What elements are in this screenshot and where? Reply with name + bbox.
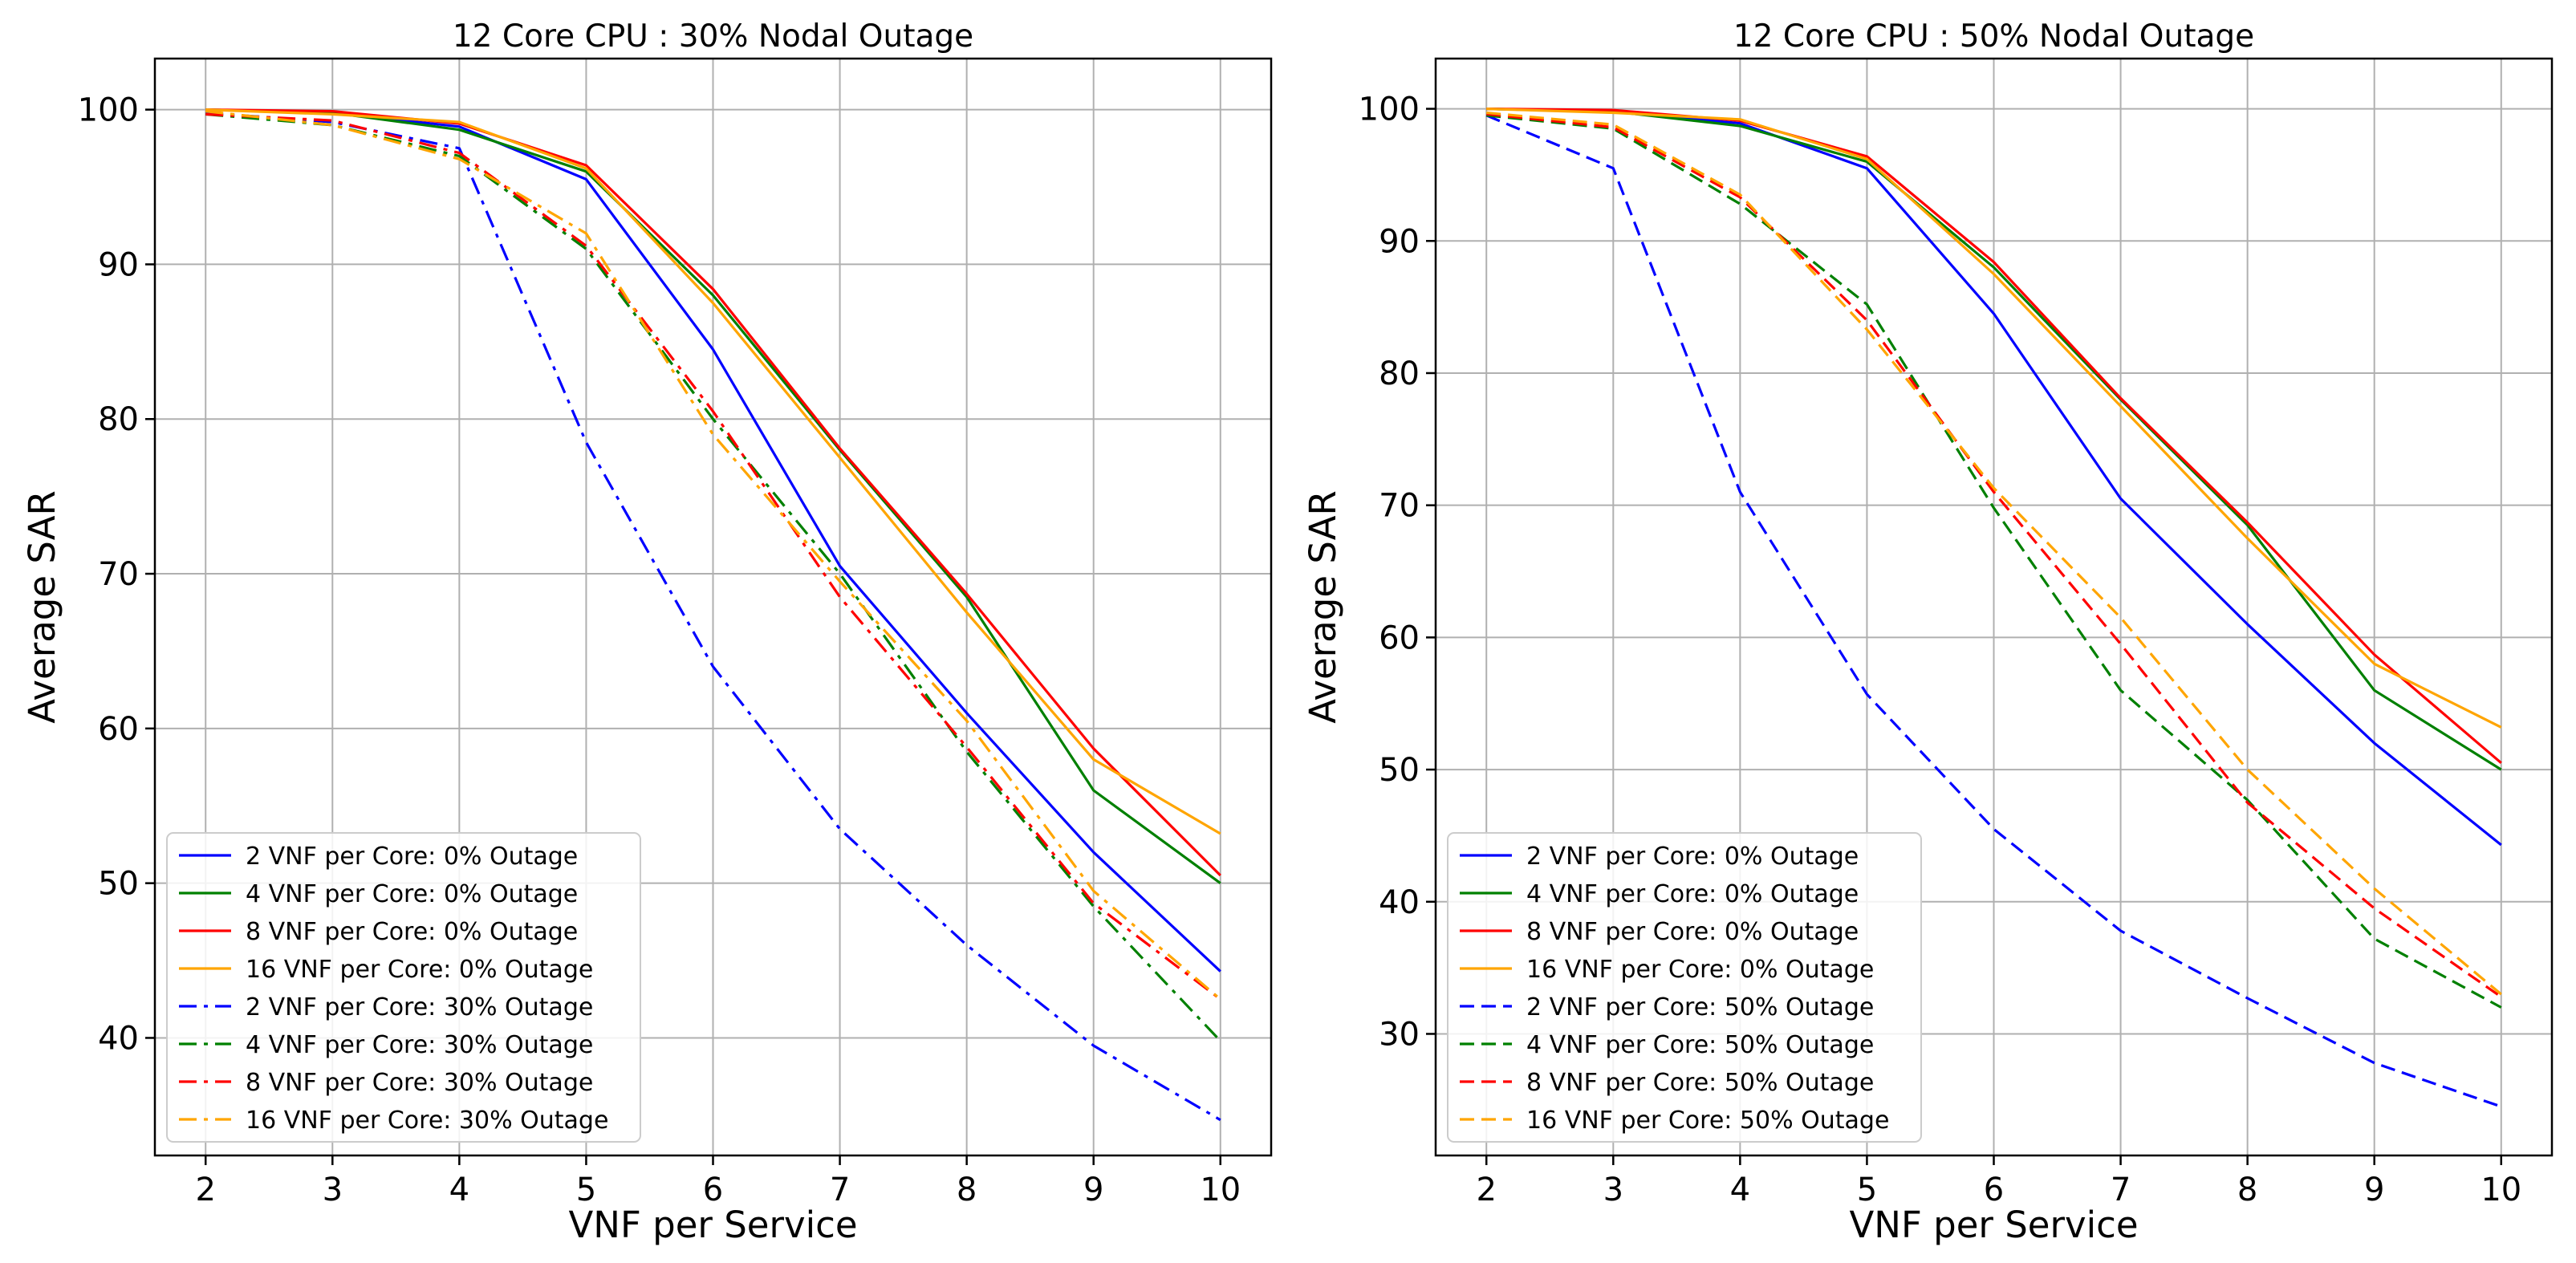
legend-label: 4 VNF per Core: 0% Outage <box>1526 880 1859 908</box>
legend-label: 4 VNF per Core: 30% Outage <box>246 1031 593 1059</box>
x-tick-label: 5 <box>1857 1172 1877 1208</box>
y-tick-label: 70 <box>98 556 139 593</box>
y-tick-label: 40 <box>1379 884 1420 921</box>
legend-item: 2 VNF per Core: 30% Outage <box>179 993 593 1021</box>
legend-label: 16 VNF per Core: 30% Outage <box>246 1107 608 1135</box>
x-tick-label: 6 <box>703 1172 723 1208</box>
legend-label: 2 VNF per Core: 30% Outage <box>246 993 593 1021</box>
x-tick-label: 9 <box>1083 1172 1103 1208</box>
chart-title: 12 Core CPU : 30% Nodal Outage <box>453 18 973 55</box>
legend-label: 16 VNF per Core: 0% Outage <box>246 956 593 984</box>
legend-label: 2 VNF per Core: 0% Outage <box>246 843 578 871</box>
series-line <box>205 112 1221 1001</box>
legend-item: 2 VNF per Core: 0% Outage <box>179 843 578 871</box>
legend: 2 VNF per Core: 0% Outage 4 VNF per Core:… <box>1447 832 1922 1143</box>
y-tick-label: 50 <box>1379 752 1420 789</box>
chart-1: 2 3 4 5 6 7 8 9 10 40 50 60 70 80 90 100 12 Core CPU : 3… <box>21 18 1273 1246</box>
x-tick-label: 8 <box>2237 1172 2257 1208</box>
series-line <box>205 108 1221 835</box>
legend-label: 16 VNF per Core: 50% Outage <box>1526 1107 1889 1135</box>
legend-box <box>166 832 641 1143</box>
x-tick-label: 2 <box>1477 1172 1497 1208</box>
legend-item: 16 VNF per Core: 0% Outage <box>1460 956 1874 984</box>
x-axis-label: VNF per Service <box>569 1204 858 1246</box>
chart-title: 12 Core CPU : 50% Nodal Outage <box>1733 18 2254 55</box>
legend-item: 8 VNF per Core: 30% Outage <box>179 1069 593 1097</box>
y-tick-label: 60 <box>1379 619 1420 656</box>
legend-label: 2 VNF per Core: 50% Outage <box>1526 993 1874 1021</box>
legend-label: 8 VNF per Core: 50% Outage <box>1526 1069 1874 1097</box>
series-line <box>1486 112 2502 998</box>
x-tick-label: 8 <box>957 1172 977 1208</box>
x-tick-label: 10 <box>2481 1172 2521 1208</box>
y-axis-label: Average SAR <box>21 490 63 724</box>
legend-item: 4 VNF per Core: 0% Outage <box>1460 880 1859 908</box>
series-line <box>1485 114 2502 1108</box>
series-line <box>1486 111 2502 996</box>
x-tick-label: 3 <box>323 1172 343 1208</box>
series-lines <box>205 108 1221 1122</box>
y-tick-label: 90 <box>1379 223 1420 260</box>
legend-label: 2 VNF per Core: 0% Outage <box>1526 843 1859 871</box>
legend-item: 4 VNF per Core: 0% Outage <box>179 880 578 908</box>
series-line <box>205 108 1221 877</box>
legend-item: 2 VNF per Core: 0% Outage <box>1460 843 1859 871</box>
chart-2: 2 3 4 5 6 7 8 9 10 30 40 50 60 70 80 90 100 12 Core CPU :… <box>1302 18 2554 1246</box>
legend-item: 8 VNF per Core: 50% Outage <box>1460 1069 1874 1097</box>
x-tick-label: 5 <box>576 1172 596 1208</box>
x-tick-label: 7 <box>830 1172 850 1208</box>
y-tick-label: 70 <box>1379 488 1420 525</box>
x-tick-label: 3 <box>1603 1172 1623 1208</box>
legend-label: 4 VNF per Core: 0% Outage <box>246 880 578 908</box>
series-lines <box>1485 108 2502 1108</box>
x-tick-label: 10 <box>1200 1172 1241 1208</box>
x-tick-label: 6 <box>1984 1172 2004 1208</box>
y-tick-label: 60 <box>98 711 139 748</box>
y-tick-label: 50 <box>98 866 139 903</box>
series-line <box>1486 114 2502 1009</box>
legend: 2 VNF per Core: 0% Outage 4 VNF per Core:… <box>166 832 641 1143</box>
y-tick-label: 40 <box>98 1020 139 1057</box>
legend-item: 4 VNF per Core: 30% Outage <box>179 1031 593 1059</box>
x-axis-label: VNF per Service <box>1850 1204 2139 1246</box>
series-line <box>205 110 1221 1001</box>
x-tick-label: 4 <box>1730 1172 1750 1208</box>
series-line <box>205 108 1221 884</box>
legend-label: 4 VNF per Core: 50% Outage <box>1526 1031 1874 1059</box>
legend-label: 8 VNF per Core: 30% Outage <box>246 1069 593 1097</box>
series-line <box>1486 108 2502 771</box>
legend-item: 8 VNF per Core: 0% Outage <box>179 918 578 946</box>
y-tick-label: 90 <box>98 246 139 283</box>
legend-item: 16 VNF per Core: 50% Outage <box>1460 1107 1889 1135</box>
legend-label: 8 VNF per Core: 0% Outage <box>1526 918 1859 946</box>
series-line <box>1486 108 2502 765</box>
series-line <box>1486 108 2502 729</box>
y-tick-label: 80 <box>98 401 139 438</box>
legend-item: 16 VNF per Core: 0% Outage <box>179 956 593 984</box>
legend-box <box>1447 832 1922 1143</box>
legend-item: 8 VNF per Core: 0% Outage <box>1460 918 1859 946</box>
legend-label: 8 VNF per Core: 0% Outage <box>246 918 578 946</box>
y-tick-label: 30 <box>1379 1016 1420 1053</box>
y-tick-label: 100 <box>1359 91 1420 128</box>
y-axis-label: Average SAR <box>1302 490 1344 724</box>
x-tick-label: 2 <box>196 1172 216 1208</box>
x-tick-label: 9 <box>2364 1172 2384 1208</box>
legend-item: 16 VNF per Core: 30% Outage <box>179 1107 608 1135</box>
y-tick-label: 100 <box>78 92 139 129</box>
y-tick-label: 80 <box>1379 355 1420 392</box>
x-tick-label: 7 <box>2111 1172 2131 1208</box>
legend-item: 2 VNF per Core: 50% Outage <box>1460 993 1874 1021</box>
legend-item: 4 VNF per Core: 50% Outage <box>1460 1031 1874 1059</box>
legend-label: 16 VNF per Core: 0% Outage <box>1526 956 1874 984</box>
x-tick-label: 4 <box>449 1172 469 1208</box>
